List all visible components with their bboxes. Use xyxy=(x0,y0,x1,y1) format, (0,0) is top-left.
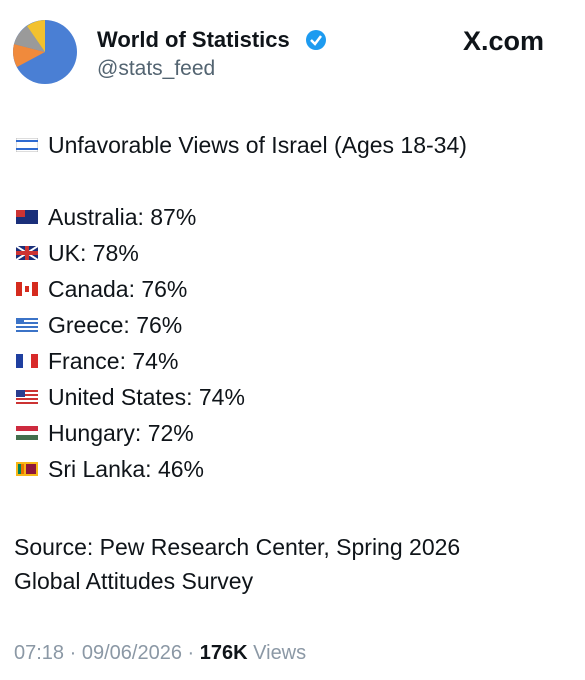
verified-badge xyxy=(306,30,326,50)
flag xyxy=(16,210,38,224)
flag xyxy=(16,390,38,404)
avatar[interactable] xyxy=(13,20,77,84)
post-title: Unfavorable Views of Israel (Ages 18-34) xyxy=(48,132,467,158)
author-name[interactable]: World of Statistics xyxy=(97,27,290,52)
flag xyxy=(16,426,38,440)
flag xyxy=(16,318,38,332)
separator: · xyxy=(69,642,77,664)
flag xyxy=(16,138,38,152)
separator: · xyxy=(187,642,195,664)
source-line: Source: Pew Research Center, Spring 2026 xyxy=(14,534,461,560)
post-time[interactable]: 07:18 xyxy=(14,642,65,664)
list-item: Sri Lanka: 46% xyxy=(48,456,204,482)
flag xyxy=(16,354,38,368)
flag xyxy=(16,246,38,260)
list-item: Greece: 76% xyxy=(48,312,183,338)
list-item: Hungary: 72% xyxy=(48,420,194,446)
flag xyxy=(16,462,38,476)
list-item: France: 74% xyxy=(48,348,179,374)
list-item: United States: 74% xyxy=(48,384,245,410)
source-line: Global Attitudes Survey xyxy=(14,568,254,594)
list-item: UK: 78% xyxy=(48,240,139,266)
author-handle[interactable]: @stats_feed xyxy=(97,57,216,80)
view-count: 176K xyxy=(199,642,248,664)
list-item: Canada: 76% xyxy=(48,276,188,302)
list-item: Australia: 87% xyxy=(48,204,197,230)
views-label: Views xyxy=(253,642,307,664)
flag xyxy=(16,282,38,296)
footer: 07:18 · 09/06/2026 · 176K Views xyxy=(14,642,306,665)
logo: X.com xyxy=(463,26,545,56)
post-date[interactable]: 09/06/2026 xyxy=(81,642,182,664)
